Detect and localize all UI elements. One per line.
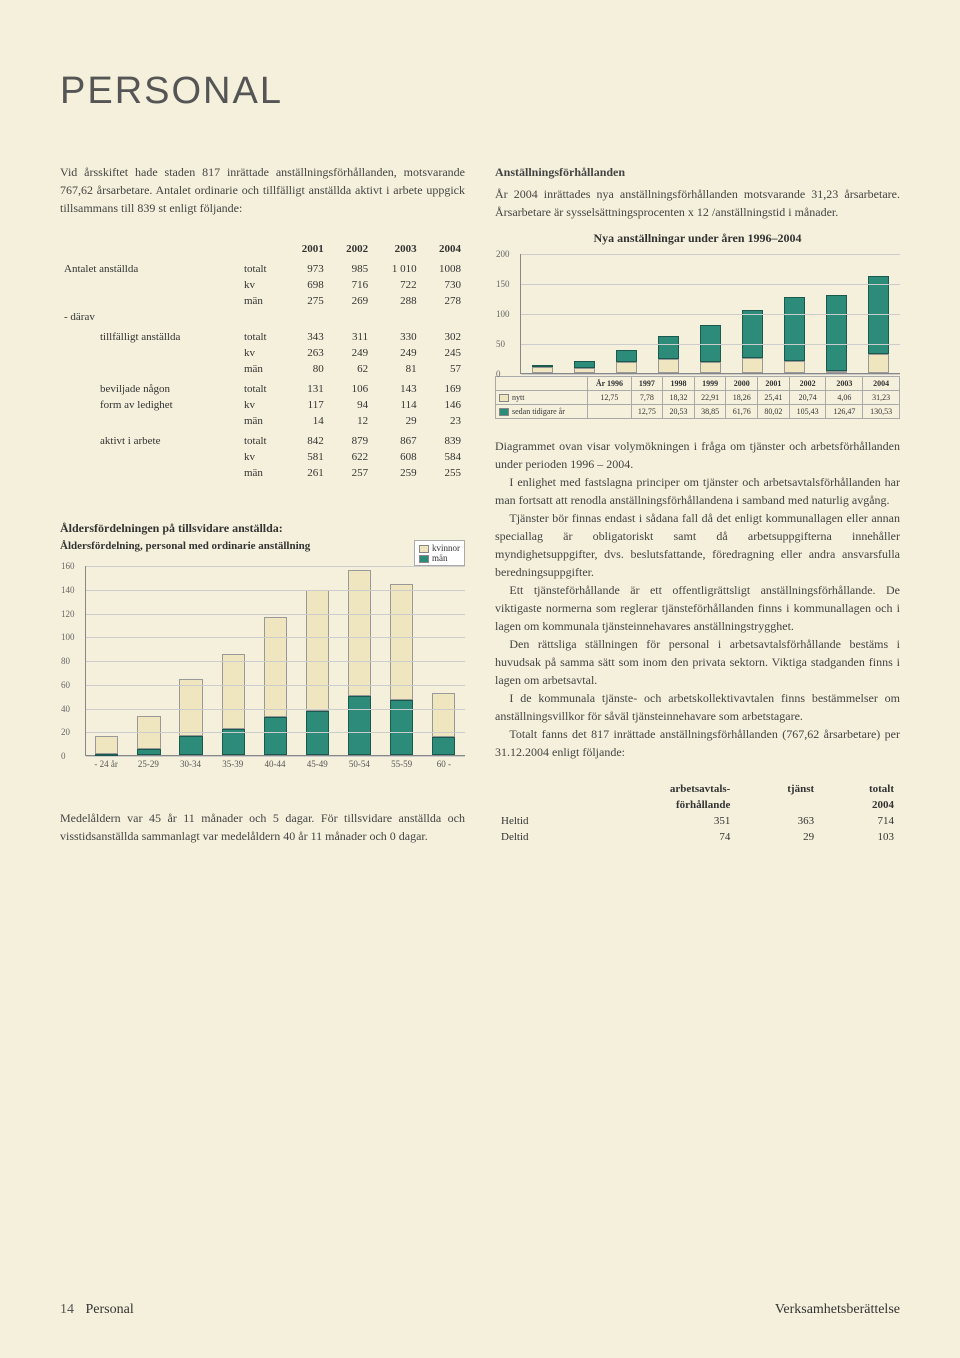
age-bar [432, 693, 455, 755]
legend-women: kvinnor [432, 543, 460, 553]
table-row: - därav [60, 309, 465, 325]
age-legend: kvinnor män [414, 540, 465, 566]
age-bar [390, 584, 413, 755]
age-section: Åldersfördelningen på tillsvidare anstäl… [60, 521, 465, 769]
page-title: PERSONAL [60, 70, 900, 113]
table-row: form av ledighetkv11794114146 [60, 397, 465, 413]
table-row: kv698716722730 [60, 277, 465, 293]
table-row: beviljade någontotalt131106143169 [60, 377, 465, 397]
mean-age-text: Medelåldern var 45 år 11 månader och 5 d… [60, 809, 465, 845]
body-p2: I enlighet med fastslagna principer om t… [495, 473, 900, 509]
body-p3: Tjänster bör finnas endast i sådana fall… [495, 509, 900, 581]
hire-bar [574, 361, 595, 373]
hire-bar [868, 276, 889, 373]
hire-chart: 050100150200 [520, 254, 900, 374]
hire-chart-title: Nya anställningar under åren 1996–2004 [495, 231, 900, 246]
body-p1: Diagrammet ovan visar volymökningen i fr… [495, 437, 900, 473]
employee-table: 2001200220032004 Antalet anställdatotalt… [60, 241, 465, 481]
age-chart: 020406080100120140160 [85, 566, 465, 756]
table-row: män14122923 [60, 413, 465, 429]
footer: 14 Personal Verksamhetsberättelse [60, 1302, 900, 1318]
legend-men: män [432, 553, 448, 563]
age-bar [137, 716, 160, 755]
hire-bar [700, 325, 721, 373]
intro-right: År 2004 inrättades nya anställningsförhå… [495, 185, 900, 221]
age-bar [348, 570, 371, 755]
body-text: Diagrammet ovan visar volymökningen i fr… [495, 437, 900, 761]
hire-data-table: År 199619971998199920002001200220032004n… [495, 376, 900, 419]
table-row: män275269288278 [60, 293, 465, 309]
hire-bar [658, 336, 679, 373]
table-row: Heltid351363714 [495, 813, 900, 829]
body-p6: I de kommunala tjänste- och arbetskollek… [495, 689, 900, 725]
intro-columns: Vid årsskiftet hade staden 817 inrättade… [60, 163, 900, 221]
body-p5: Den rättsliga ställningen för personal i… [495, 635, 900, 689]
table-row: Antalet anställdatotalt9739851 0101008 [60, 257, 465, 277]
age-bar [306, 590, 329, 755]
table-row: män261257259255 [60, 465, 465, 481]
main-columns: 2001200220032004 Antalet anställdatotalt… [60, 221, 900, 845]
age-head: Åldersfördelningen på tillsvidare anstäl… [60, 521, 465, 536]
intro-right-head: Anställningsförhållanden [495, 163, 900, 181]
body-p7: Totalt fanns det 817 inrättade anställni… [495, 725, 900, 761]
legend-swatch-women [419, 545, 429, 553]
table-row: kv263249249245 [60, 345, 465, 361]
heltid-deltid-table: arbetsavtals-tjänsttotalt förhållande200… [495, 781, 900, 845]
hire-bar [742, 310, 763, 373]
table-row: kv581622608584 [60, 449, 465, 465]
table-row: aktivt i arbetetotalt842879867839 [60, 429, 465, 449]
age-x-labels: - 24 år25-2930-3435-3940-4445-4950-5455-… [85, 756, 465, 769]
age-bar [222, 654, 245, 755]
hire-bar [532, 365, 553, 373]
footer-right: Verksamhetsberättelse [775, 1302, 900, 1318]
page-number: 14 [60, 1302, 74, 1317]
hire-bar [784, 297, 805, 373]
age-subtitle: Åldersfördelning, personal med ordinarie… [60, 540, 465, 552]
hire-bar [616, 350, 637, 373]
footer-section: Personal [86, 1302, 134, 1317]
age-bar [179, 679, 202, 755]
age-bar [95, 736, 118, 755]
table-row: män80628157 [60, 361, 465, 377]
table-row: tillfälligt anställdatotalt343311330302 [60, 325, 465, 345]
legend-swatch-men [419, 555, 429, 563]
table-row: Deltid7429103 [495, 829, 900, 845]
intro-left: Vid årsskiftet hade staden 817 inrättade… [60, 163, 465, 217]
body-p4: Ett tjänsteförhållande är ett offentligr… [495, 581, 900, 635]
hire-bar [826, 295, 847, 373]
